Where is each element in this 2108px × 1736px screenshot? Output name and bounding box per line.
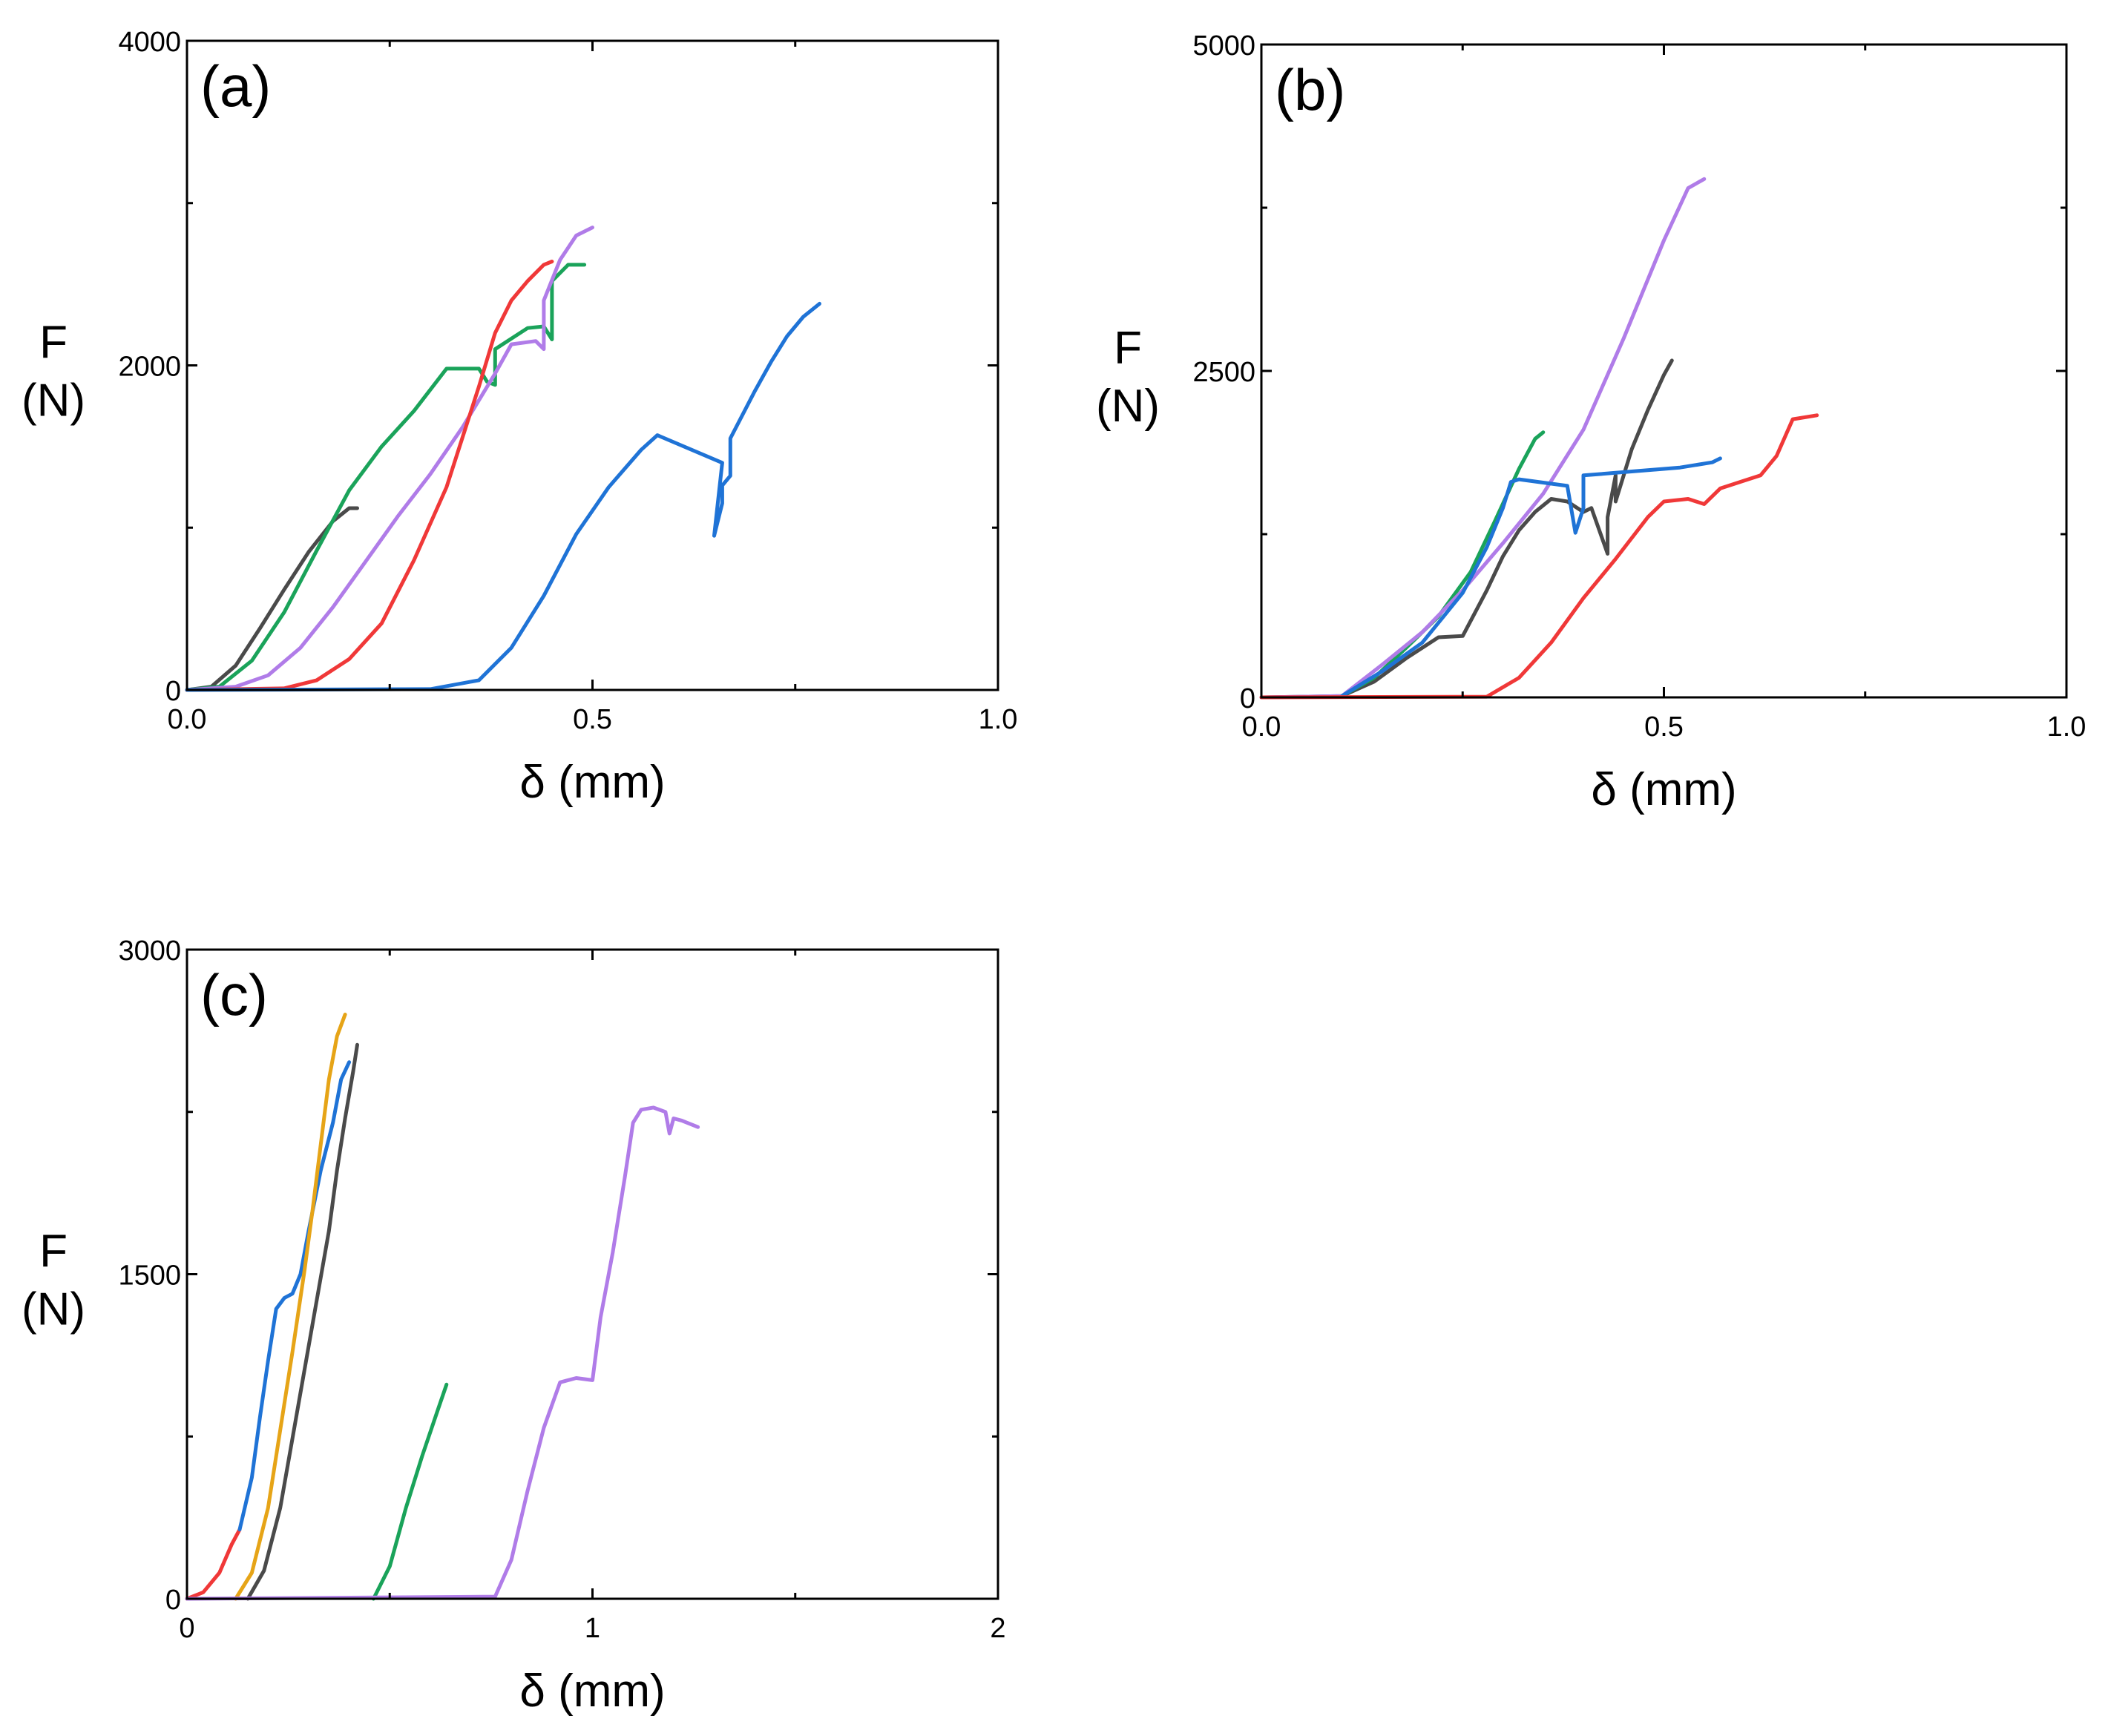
x-tick-label: 1.0	[979, 704, 1018, 735]
series-line-black	[185, 506, 359, 692]
series-line-purple	[185, 226, 594, 692]
series-line-blue	[1340, 456, 1722, 698]
series-line-black	[246, 1042, 359, 1601]
series-line-red	[185, 1528, 242, 1601]
chart-panel-2: 0 1 2 0 1500 3000 (c) δ (mm) F (N)	[22, 936, 1006, 1717]
series-line-green	[371, 1382, 449, 1601]
x-tick-label: 1	[585, 1613, 600, 1644]
y-axis-label-unit: (N)	[22, 1284, 85, 1335]
x-tick-label: 0	[179, 1613, 194, 1644]
chart-panel-1: 0.0 0.5 1.0 0 2500 5000 (b) δ (mm) F (N)	[1096, 30, 2086, 815]
series-line-purple	[185, 1105, 700, 1601]
y-tick-label: 0	[165, 1585, 181, 1616]
series-line-red	[185, 260, 554, 692]
x-tick-label: 0.5	[573, 704, 612, 735]
series-line-green	[1340, 430, 1546, 698]
plot-frame	[185, 948, 999, 1600]
y-tick-label: 2500	[1192, 357, 1255, 388]
x-axis-label: δ (mm)	[1591, 764, 1736, 815]
y-tick-label: 4000	[118, 27, 181, 58]
x-axis-label: δ (mm)	[519, 757, 665, 808]
y-tick-label: 2000	[118, 352, 181, 383]
series-line-blue	[185, 301, 821, 692]
x-tick-label: 0.5	[1644, 711, 1684, 743]
series-line-orange	[234, 1013, 347, 1601]
y-axis-label-unit: (N)	[22, 375, 85, 427]
panel-label: (b)	[1275, 57, 1345, 122]
y-tick-label: 3000	[118, 936, 181, 967]
series-line-red	[1259, 413, 1819, 700]
series-line-black	[1259, 358, 1674, 700]
y-axis-label-symbol: F	[1114, 323, 1142, 374]
series-line-blue	[237, 1060, 352, 1532]
x-tick-label: 0.0	[168, 704, 207, 735]
x-tick-label: 2	[990, 1613, 1005, 1644]
plot-frame	[1260, 43, 2068, 699]
y-axis-label-symbol: F	[39, 318, 68, 369]
y-tick-label: 1500	[118, 1260, 181, 1292]
y-axis-label-symbol: F	[39, 1226, 68, 1278]
x-tick-label: 0.0	[1242, 711, 1281, 743]
y-tick-label: 5000	[1192, 30, 1255, 62]
x-axis-label: δ (mm)	[519, 1666, 665, 1717]
chart-panel-0: 0.0 0.5 1.0 0 2000 4000 (a) δ (mm) F (N)	[22, 27, 1017, 808]
panel-label: (a)	[200, 53, 271, 119]
y-tick-label: 0	[1240, 683, 1255, 714]
series-line-green	[185, 263, 587, 692]
series-line-purple	[1259, 177, 1707, 700]
plot-frame	[185, 39, 999, 691]
y-axis-label-unit: (N)	[1096, 381, 1160, 432]
panel-label: (c)	[200, 962, 268, 1028]
x-tick-label: 1.0	[2047, 711, 2086, 743]
y-tick-label: 0	[165, 676, 181, 707]
